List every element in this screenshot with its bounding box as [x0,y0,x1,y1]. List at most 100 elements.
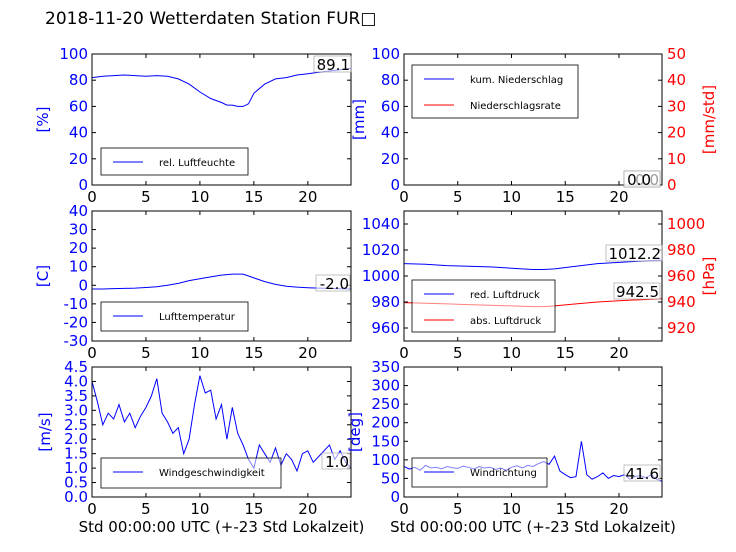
legend: rel. Luftfeuchte [100,147,249,176]
y-tick-label: 100 [59,45,88,63]
y-tick-label: 960 [371,319,400,337]
y-tick-label: 100 [371,45,400,63]
y-tick-label: 200 [371,414,400,432]
legend: Windrichtung [411,457,548,488]
x-tick-label: 15 [244,500,263,518]
legend: Lufttemperatur [100,301,249,332]
x-tick-label: 15 [244,188,263,206]
legend-frame [411,64,579,119]
y-tick-label-right: 960 [667,267,696,285]
y-tick-label-right: 40 [667,71,686,89]
y-tick-label-right: 1000 [667,215,705,233]
value-box-text: 0.0 [627,171,651,189]
value-box-frame [623,464,661,482]
legend-label: rel. Luftfeuchte [159,158,235,169]
y-tick-label: 0 [78,276,88,294]
y-tick-label: 3.0 [64,401,88,419]
y-tick-label: 1020 [362,241,400,259]
y-tick-label: 1.5 [64,445,88,463]
y-tick-label-right: 920 [667,319,696,337]
y-tick-label: 10 [69,258,88,276]
value-box-frame [605,244,663,262]
y-tick-label: 350 [371,358,400,376]
y-tick-label: 100 [371,451,400,469]
x-tick-label: 20 [298,500,317,518]
y-axis-label: [mm] [350,99,368,140]
x-tick-label: 5 [453,188,463,206]
legend-label: Niederschlagsrate [470,101,561,112]
value-box-frame [623,170,661,188]
x-tick-label: 20 [298,188,317,206]
legend-label: abs. Luftdruck [470,316,541,327]
y-tick-label: 0 [390,176,400,194]
plot-frame [403,53,663,186]
x-tick-label: 20 [609,344,628,362]
y-tick-label: -20 [64,313,89,331]
value-box: 89.1 [313,55,352,74]
series-line-humidity-0 [92,67,351,107]
legend: Windgeschwindigkeit [100,457,282,489]
x-tick-label: 15 [556,500,575,518]
y-tick-label: -30 [64,332,89,350]
y-tick-label: 0 [78,176,88,194]
y-tick-label: 4.5 [64,358,88,376]
y-tick-label: 40 [69,124,88,142]
value-box: 1012.2 [605,244,663,263]
legend-label: Lufttemperatur [159,312,236,323]
x-tick-label: 10 [190,344,209,362]
panel-wind_speed: 0 5 10 15 200.00.51.01.52.02.53.03.54.04.5[m… [36,358,364,536]
y-axis-label-right: [mm/std] [700,85,718,154]
y-tick-label: 250 [371,395,400,413]
y-tick-label: 40 [69,202,88,220]
plot-frame [91,53,352,186]
y-tick-label: 0.5 [64,474,88,492]
x-tick-label: 0 [399,344,409,362]
y-axis-label: [%] [34,107,52,133]
y-axis-label: [m/s] [36,412,54,451]
y-tick-label: 4.0 [64,372,88,390]
y-tick-label: 60 [69,97,88,115]
y-tick-label: 30 [69,221,88,239]
x-tick-label: 10 [502,188,521,206]
value-box-frame [321,452,351,470]
x-tick-label: 10 [502,344,521,362]
y-tick-label: 1000 [362,267,400,285]
value-box: 41.6 [623,464,661,483]
x-tick-label: 20 [609,500,628,518]
y-tick-label: 3.5 [64,387,88,405]
x-tick-label: 0 [87,500,97,518]
value-box-frame [313,55,352,73]
value-box-text: 1.0 [325,453,349,471]
x-axis-label: Std 00:00:00 UTC (+-23 Std Lokalzeit) [79,518,365,536]
y-tick-label-right: 0 [667,176,677,194]
y-tick-label: 150 [371,432,400,450]
series-line-temperature-0 [92,273,351,290]
x-tick-label: 5 [141,500,151,518]
y-tick-label: 2.5 [64,416,88,434]
plot-frame [91,366,352,498]
y-tick-label: 0 [390,488,400,506]
value-box-text: 1012.2 [609,245,662,263]
legend-label: red. Luftdruck [470,290,540,301]
legend-label: Windrichtung [470,468,537,479]
y-tick-label-right: 10 [667,150,686,168]
value-box-frame [315,274,351,292]
y-tick-label: 80 [69,71,88,89]
x-tick-label: 0 [399,500,409,518]
value-box-secondary: 0.0 [623,170,661,189]
y-axis-label: [C] [34,265,52,287]
value-box-text: 89.1 [317,56,350,74]
x-tick-label: 20 [298,344,317,362]
y-tick-label: 20 [69,150,88,168]
y-tick-label: 1.0 [64,459,88,477]
y-tick-label-right: 940 [667,293,696,311]
y-tick-label-right: 30 [667,97,686,115]
panel-pressure: 0 5 10 15 20 960 980 1000 1020 1040 920 940 960 980 10… [362,210,718,362]
x-tick-label: 15 [244,344,263,362]
value-box: -2.0 [315,274,351,293]
y-tick-label: 2.0 [64,430,88,448]
y-tick-label-right: 20 [667,124,686,142]
y-tick-label: 300 [371,377,400,395]
legend-label: Windgeschwindigkeit [159,468,265,479]
